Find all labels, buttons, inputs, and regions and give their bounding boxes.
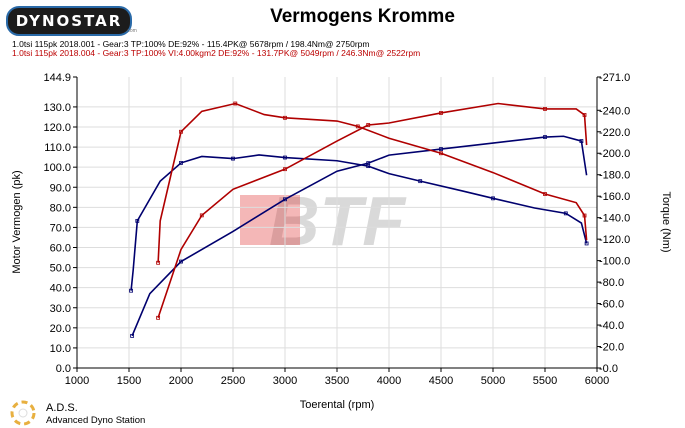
ads-brand-full: Advanced Dyno Station (46, 415, 146, 426)
y2-tick-label: -0.0 (599, 363, 618, 375)
y-tick-label: 0.0 (56, 363, 71, 375)
data-point (283, 197, 287, 202)
data-point (579, 139, 584, 143)
y-tick-label: 100.0 (43, 162, 71, 174)
x-tick-label: 5000 (481, 375, 505, 387)
data-point (283, 167, 287, 172)
x-tick-label: 1500 (117, 375, 141, 387)
data-point (283, 155, 287, 160)
data-point (543, 192, 547, 196)
data-point (563, 211, 568, 216)
data-point (439, 147, 443, 151)
data-point (439, 111, 443, 115)
ads-brand: A.D.S. (46, 402, 78, 414)
series-line-2 (157, 102, 588, 319)
y2-tick-label: -100.0 (599, 256, 630, 268)
data-point (179, 259, 183, 264)
legend-run-1: 1.0tsi 115pk 2018.001 - Gear:3 TP:100% D… (12, 39, 370, 49)
y2-tick-label: -271.0 (599, 72, 630, 84)
x-tick-label: 4500 (429, 375, 453, 387)
x-tick-label: 3500 (325, 375, 349, 387)
watermark-red-block (240, 195, 300, 245)
y2-tick-label: -40.0 (599, 320, 624, 332)
x-tick-label: 4000 (377, 375, 401, 387)
series-line-1 (130, 154, 588, 291)
data-point (355, 124, 360, 129)
chart-title: Vermogens Kromme (270, 6, 455, 27)
data-point (582, 113, 587, 117)
data-point (199, 213, 204, 218)
x-tick-label: 2500 (221, 375, 245, 387)
data-point (439, 151, 443, 156)
y2-axis-label: Torque (Nm) (660, 191, 672, 252)
legend-run-2: 1.0tsi 115pk 2018.004 - Gear:3 TP:100% V… (12, 48, 421, 58)
y2-tick-label: -120.0 (599, 234, 630, 246)
y2-tick-label: -220.0 (599, 127, 630, 139)
x-tick-label: 6000 (585, 375, 609, 387)
series-line-3 (157, 102, 588, 263)
x-axis-label: Toerental (rpm) (300, 399, 375, 411)
y-tick-label: 30.0 (50, 303, 71, 315)
data-point (179, 129, 183, 134)
logo-sub: .com (126, 28, 137, 34)
y-tick-label: 130.0 (43, 102, 71, 114)
ads-logo-icon (10, 400, 36, 426)
y2-tick-label: -20.0 (599, 342, 624, 354)
y-tick-label: 40.0 (50, 283, 71, 295)
series-line-0 (131, 135, 588, 337)
data-point (233, 101, 238, 106)
y2-tick-label: -240.0 (599, 105, 630, 117)
data-point (129, 288, 133, 293)
data-point (156, 315, 161, 320)
y-tick-label: 20.0 (50, 323, 71, 335)
data-point (543, 135, 547, 139)
y-tick-label: 144.9 (43, 72, 71, 84)
y2-tick-label: -80.0 (599, 277, 624, 289)
y2-tick-label: -200.0 (599, 148, 630, 160)
dynostar-logo: DYNOSTAR (6, 6, 132, 36)
data-point (231, 156, 235, 161)
y2-tick-label: -140.0 (599, 213, 630, 225)
x-tick-label: 3000 (273, 375, 297, 387)
data-point (179, 161, 183, 165)
data-point (418, 179, 423, 184)
y-tick-label: 60.0 (50, 243, 71, 255)
y-tick-label: 120.0 (43, 122, 71, 134)
data-point (366, 123, 371, 127)
y2-tick-label: -160.0 (599, 191, 630, 203)
data-point (135, 218, 140, 223)
y-tick-label: 110.0 (44, 142, 71, 154)
y-tick-label: 10.0 (50, 343, 71, 355)
y-tick-label: 70.0 (50, 222, 71, 234)
x-tick-label: 5500 (533, 375, 557, 387)
data-point (491, 196, 495, 201)
data-point (366, 164, 371, 169)
data-point (584, 241, 589, 246)
data-point (156, 260, 161, 265)
data-point (543, 107, 547, 111)
y2-tick-label: -60.0 (599, 299, 624, 311)
y-tick-label: 50.0 (50, 263, 71, 275)
y-tick-label: 80.0 (50, 202, 71, 214)
data-point (283, 115, 287, 120)
data-point (582, 213, 587, 218)
y2-tick-label: -180.0 (599, 170, 630, 182)
y-axis-label: Motor Vermogen (pk) (11, 170, 23, 273)
data-point (130, 333, 135, 338)
x-tick-label: 2000 (169, 375, 193, 387)
y-tick-label: 90.0 (50, 182, 71, 194)
x-tick-label: 1000 (65, 375, 89, 387)
